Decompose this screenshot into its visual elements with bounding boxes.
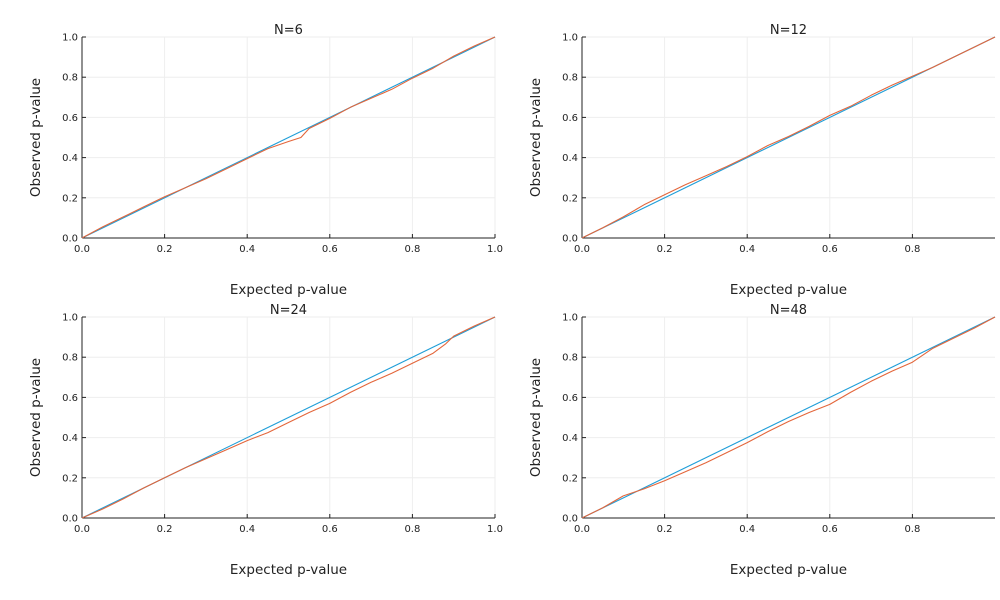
x-tick-label: 0.0 xyxy=(574,524,590,535)
chart-title: N=6 xyxy=(274,23,303,38)
y-tick-label: 0.0 xyxy=(62,234,78,245)
y-tick-label: 0.2 xyxy=(62,193,78,204)
x-axis-label: Expected p-value xyxy=(730,282,847,298)
y-tick-label: 0.4 xyxy=(62,153,78,164)
y-tick-label: 0.2 xyxy=(62,473,78,484)
x-tick-label: 0.8 xyxy=(404,244,420,255)
observed-line xyxy=(581,36,996,239)
y-tick-label: 1.0 xyxy=(562,33,578,44)
y-tick-label: 0.8 xyxy=(562,73,578,84)
y-tick-label: 0.2 xyxy=(562,473,578,484)
y-tick-label: 0.2 xyxy=(562,193,578,204)
reference-line xyxy=(81,36,496,239)
x-tick-label: 0.4 xyxy=(739,244,755,255)
x-axis-label: Expected p-value xyxy=(230,282,347,298)
x-tick-label: 0.4 xyxy=(739,524,755,535)
x-tick-label: 0.0 xyxy=(574,244,590,255)
y-tick-label: 1.0 xyxy=(562,313,578,324)
observed-line xyxy=(81,316,496,519)
y-tick-label: 0.8 xyxy=(62,353,78,364)
x-axis-label: Expected p-value xyxy=(230,562,347,578)
y-tick-label: 0.8 xyxy=(62,73,78,84)
chart-panel-4: 0.0 0.2 0.4 0.6 0.8 0.0 0.2 0.4 0.6 0.8 1.0 N=48 Exp… xyxy=(528,303,996,578)
y-axis-label: Observed p-value xyxy=(528,358,544,477)
x-tick-label: 0.4 xyxy=(239,244,255,255)
x-tick-label: 0.4 xyxy=(239,524,255,535)
chart-panel-3: 0.0 0.2 0.4 0.6 0.8 1.0 0.0 0.2 0.4 0.6 0.8 1.0 N=24… xyxy=(28,303,503,578)
y-tick-label: 0.6 xyxy=(562,393,578,404)
x-tick-label: 0.6 xyxy=(822,524,838,535)
chart-panel-2: 0.0 0.2 0.4 0.6 0.8 0.0 0.2 0.4 0.6 0.8 1.0 N=12 Exp… xyxy=(528,23,996,298)
observed-line xyxy=(581,316,996,519)
x-tick-label: 0.2 xyxy=(657,244,673,255)
x-tick-label: 0.8 xyxy=(904,244,920,255)
y-tick-label: 0.6 xyxy=(562,113,578,124)
y-tick-label: 0.4 xyxy=(62,433,78,444)
x-tick-label: 0.8 xyxy=(904,524,920,535)
y-axis-label: Observed p-value xyxy=(28,78,44,197)
x-tick-label: 0.0 xyxy=(74,244,90,255)
x-axis-label: Expected p-value xyxy=(730,562,847,578)
y-tick-label: 0.6 xyxy=(62,113,78,124)
x-tick-label: 0.6 xyxy=(322,244,338,255)
chart-title: N=24 xyxy=(270,303,307,318)
x-tick-label: 0.6 xyxy=(322,524,338,535)
reference-line xyxy=(581,316,996,519)
y-tick-label: 0.0 xyxy=(562,234,578,245)
y-tick-label: 0.0 xyxy=(562,514,578,525)
x-tick-label: 0.2 xyxy=(157,244,173,255)
y-axis-label: Observed p-value xyxy=(28,358,44,477)
y-tick-label: 0.4 xyxy=(562,153,578,164)
x-tick-label: 1.0 xyxy=(487,244,503,255)
x-tick-label: 0.2 xyxy=(157,524,173,535)
observed-line xyxy=(81,36,496,239)
y-tick-label: 0.8 xyxy=(562,353,578,364)
x-tick-label: 1.0 xyxy=(487,524,503,535)
chart-title: N=12 xyxy=(770,23,807,38)
x-tick-label: 0.6 xyxy=(822,244,838,255)
chart-title: N=48 xyxy=(770,303,807,318)
y-tick-label: 0.0 xyxy=(62,514,78,525)
y-tick-label: 1.0 xyxy=(62,313,78,324)
y-axis-label: Observed p-value xyxy=(528,78,544,197)
y-tick-label: 0.4 xyxy=(562,433,578,444)
x-tick-label: 0.8 xyxy=(404,524,420,535)
x-tick-label: 0.2 xyxy=(657,524,673,535)
y-tick-label: 1.0 xyxy=(62,33,78,44)
x-tick-label: 0.0 xyxy=(74,524,90,535)
y-tick-label: 0.6 xyxy=(62,393,78,404)
chart-panel-1: 0.0 0.2 0.4 0.6 0.8 1.0 0.0 0.2 0.4 0.6 0.8 1.0 N=6 E… xyxy=(28,23,503,298)
